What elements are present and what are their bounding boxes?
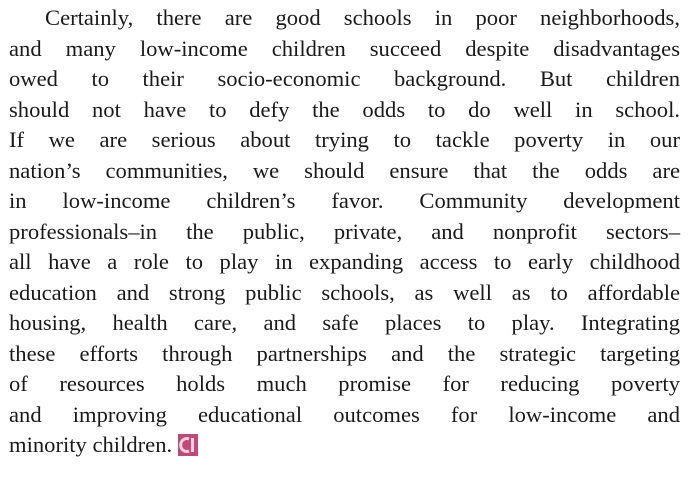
line-text: all have a role to play in expanding acc… — [9, 249, 680, 274]
text-line: these efforts through partnerships and t… — [9, 339, 680, 370]
line-text: If we are serious about trying to tackle… — [9, 127, 680, 152]
text-line: housing, health care, and safe places to… — [9, 308, 680, 339]
line-text: housing, health care, and safe places to… — [9, 310, 680, 335]
line-text: in low-income children’s favor. Communit… — [9, 188, 680, 213]
line-text: minority children. — [9, 432, 173, 457]
text-line: minority children. — [9, 430, 680, 461]
text-line: education and strong public schools, as … — [9, 278, 680, 309]
line-text: should not have to defy the odds to do w… — [9, 96, 680, 122]
line-text: professionals–in the public, private, an… — [9, 218, 680, 244]
text-line: and many low-income children succeed des… — [9, 34, 680, 65]
line-text: owed to their socio-economic background.… — [9, 66, 680, 91]
line-text: and many low-income children succeed des… — [9, 35, 680, 61]
text-line: Certainly, there are good schools in poo… — [9, 3, 680, 34]
text-line: all have a role to play in expanding acc… — [9, 247, 680, 278]
text-line: owed to their socio-economic background.… — [9, 64, 680, 95]
text-line: If we are serious about trying to tackle… — [9, 125, 680, 156]
text-line: professionals–in the public, private, an… — [9, 217, 680, 248]
line-text: education and strong public schools, as … — [9, 279, 680, 305]
text-line: in low-income children’s favor. Communit… — [9, 186, 680, 217]
line-text: these efforts through partnerships and t… — [9, 340, 680, 366]
text-line: of resources holds much promise for redu… — [9, 369, 680, 400]
text-line: nation’s communities, we should ensure t… — [9, 156, 680, 187]
line-text: nation’s communities, we should ensure t… — [9, 157, 680, 183]
line-text: of resources holds much promise for redu… — [9, 371, 680, 396]
line-text: Certainly, there are good schools in poo… — [45, 5, 680, 30]
text-line: should not have to defy the odds to do w… — [9, 95, 680, 126]
text-line: and improving educational outcomes for l… — [9, 400, 680, 431]
paragraph: Certainly, there are good schools in poo… — [9, 3, 680, 461]
line-text: and improving educational outcomes for l… — [9, 401, 680, 427]
end-logo — [178, 434, 199, 456]
